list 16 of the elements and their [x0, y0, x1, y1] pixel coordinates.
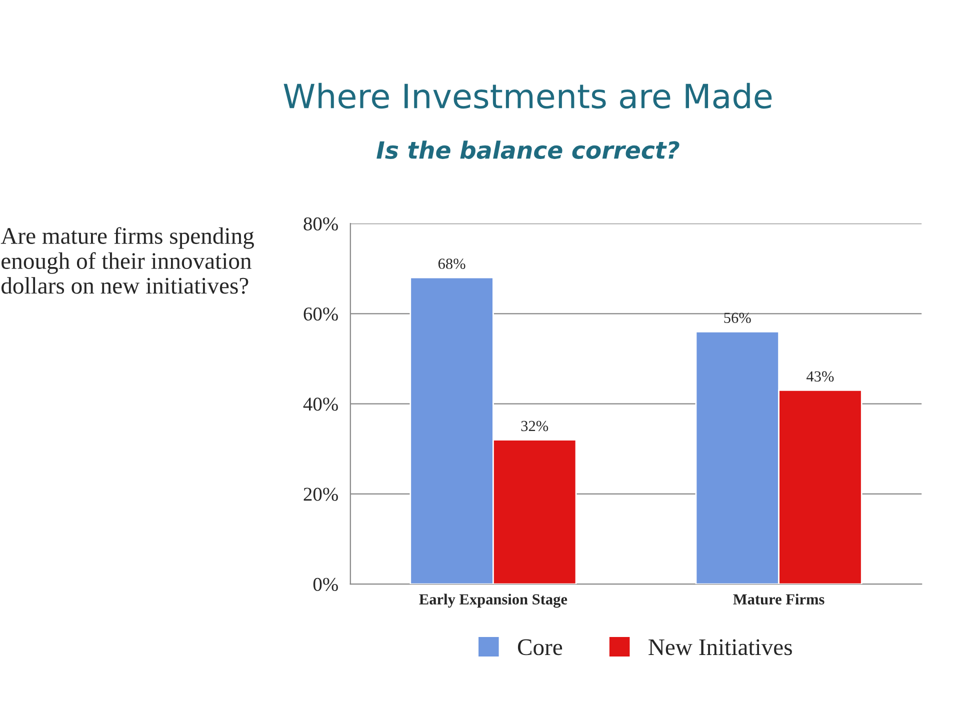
data-label: 43%: [806, 371, 834, 382]
text: Are mature firms spending enough of their innovation dollars on new initiatives?: [0, 227, 254, 294]
y-tick-label: 40%: [303, 398, 338, 411]
y-tick-label: 0%: [313, 578, 338, 592]
data-label: 32%: [521, 420, 548, 432]
legend-label: New Initiatives: [648, 639, 792, 656]
x-tick-label: Mature Firms: [733, 594, 824, 605]
legend-label: Core: [518, 639, 562, 656]
data-label: 68%: [438, 258, 466, 269]
y-tick-label: 80%: [304, 217, 338, 231]
chart-subtitle: Is the balance correct?: [376, 140, 680, 159]
chart-title: Where Investments are Made: [284, 82, 772, 109]
y-tick-label: 60%: [304, 307, 338, 321]
data-label: 56%: [724, 312, 751, 324]
x-tick-label: Early Expansion Stage: [419, 594, 568, 608]
y-tick-label: 20%: [304, 488, 338, 501]
